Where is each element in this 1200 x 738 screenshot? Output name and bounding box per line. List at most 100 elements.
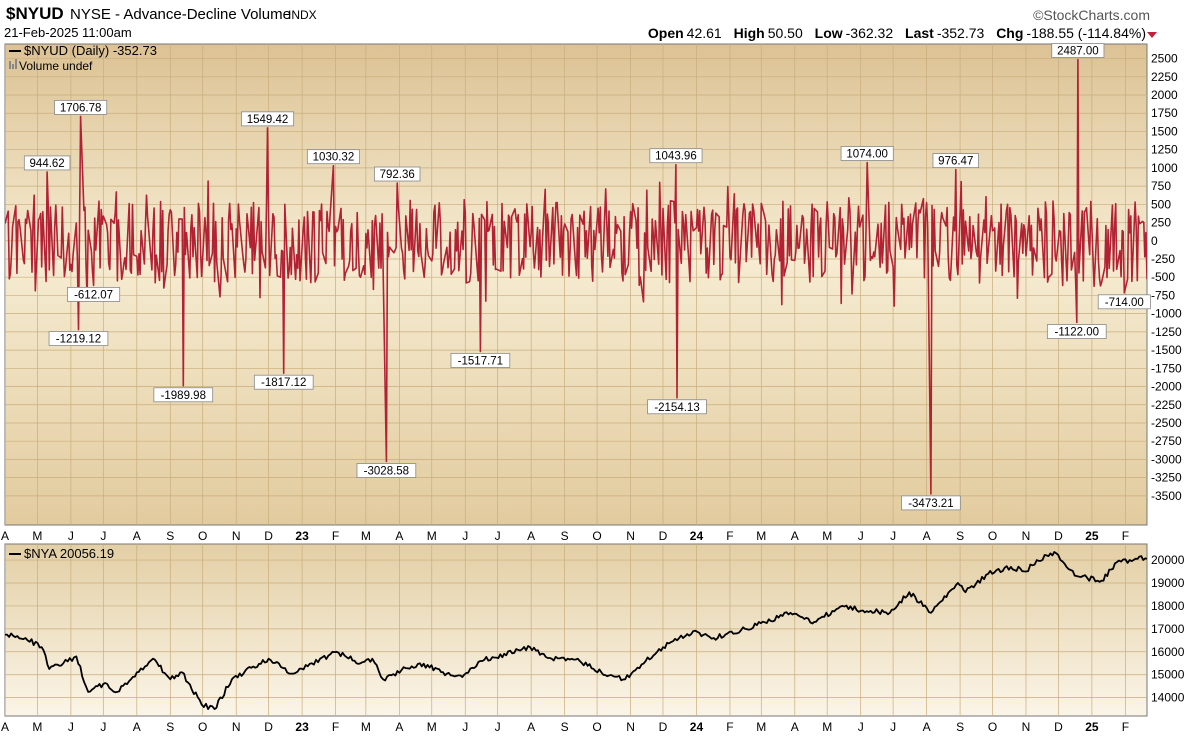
change-label: Chg (996, 25, 1024, 41)
data-label: -714.00 (1105, 297, 1144, 309)
data-label: -1989.98 (161, 390, 206, 402)
x-tick-label: M (361, 720, 371, 734)
y-tick-label: -2250 (1151, 398, 1182, 412)
x-tick-label: A (791, 720, 799, 734)
x-tick-label: M (756, 529, 766, 543)
x-tick-label: J (100, 720, 106, 734)
x-tick-label: J (495, 529, 501, 543)
x-tick-label: O (198, 529, 207, 543)
x-tick-label: D (659, 529, 668, 543)
x-tick-label: F (332, 720, 339, 734)
x-tick-label: 25 (1085, 720, 1099, 734)
data-label-box (356, 463, 417, 478)
brand-watermark: ©StockCharts.com (1033, 7, 1150, 23)
x-tick-label: J (68, 529, 74, 543)
y-tick-label: 17000 (1151, 622, 1185, 636)
x-tick-label: S (956, 529, 964, 543)
x-tick-label: M (32, 529, 42, 543)
data-label-box (901, 495, 961, 511)
x-tick-label: M (32, 720, 42, 734)
y-tick-label: -750 (1151, 288, 1175, 302)
data-label: -1122.00 (1054, 327, 1099, 339)
x-tick-label: M (361, 529, 371, 543)
data-label-box (373, 166, 421, 182)
data-label: 1549.42 (247, 114, 289, 126)
quote-line: Open 42.61 High 50.50 Low -362.32 Last -352.… (640, 25, 1146, 41)
x-tick-label: S (956, 720, 964, 734)
open-label: Open (647, 25, 684, 41)
x-tick-label: O (988, 720, 997, 734)
x-tick-label: F (1122, 720, 1129, 734)
lower-panel-title: $NYA 20056.19 (24, 546, 114, 561)
quote-date: 21-Feb-2025 11:00am (4, 25, 132, 40)
x-tick-label: A (791, 529, 799, 543)
low-value: -362.32 (845, 25, 894, 41)
data-label: -2154.13 (654, 402, 699, 414)
y-tick-label: 15000 (1151, 668, 1185, 682)
y-tick-label: 1250 (1151, 143, 1178, 157)
data-label-box (48, 331, 109, 347)
data-label-box (54, 99, 108, 115)
x-tick-label: 23 (295, 720, 309, 734)
y-tick-label: 20000 (1151, 553, 1185, 567)
y-tick-label: -3500 (1151, 489, 1182, 503)
x-tick-label: J (462, 720, 468, 734)
y-tick-label: 1000 (1151, 161, 1178, 175)
x-tick-label: F (726, 720, 733, 734)
high-label: High (733, 25, 765, 41)
data-label-box (23, 155, 71, 171)
x-tick-label: J (858, 720, 864, 734)
data-label: 1706.78 (60, 102, 102, 114)
x-tick-label: 25 (1085, 529, 1099, 543)
x-tick-label: D (1054, 529, 1063, 543)
x-tick-label: A (923, 720, 931, 734)
symbol-name: NYSE - Advance-Decline Volume (70, 6, 291, 23)
x-tick-label: O (592, 720, 601, 734)
series-line-nya (5, 551, 1147, 710)
x-tick-label: 24 (690, 720, 704, 734)
x-tick-label: M (822, 529, 832, 543)
volume-icon (9, 61, 11, 69)
y-tick-label: 2250 (1151, 70, 1178, 84)
series-line-nyud (5, 58, 1147, 495)
x-tick-label: M (756, 720, 766, 734)
x-tick-label: J (68, 720, 74, 734)
data-label: 1043.96 (655, 151, 697, 163)
data-label: -1517.71 (458, 355, 503, 367)
x-tick-label: M (822, 720, 832, 734)
upper-panel-title: $NYUD (Daily) -352.73 (24, 43, 157, 58)
x-tick-label: D (659, 720, 668, 734)
data-label-box (1046, 324, 1107, 339)
exchange: INDX (288, 8, 317, 22)
open-value: 42.61 (686, 25, 722, 41)
x-tick-label: A (395, 720, 403, 734)
y-tick-label: -1250 (1151, 325, 1182, 339)
symbol: $NYUD (6, 4, 64, 23)
data-label-box (840, 146, 894, 161)
y-tick-label: 500 (1151, 197, 1171, 211)
x-tick-label: N (232, 529, 241, 543)
data-label-box (241, 111, 295, 127)
y-tick-label: -3250 (1151, 471, 1182, 485)
volume-label: Volume undef (19, 59, 93, 73)
data-label: 944.62 (30, 158, 65, 170)
x-tick-label: S (561, 720, 569, 734)
chart-header: $NYUD NYSE - Advance-Decline Volume INDX… (0, 0, 1200, 42)
data-label: -1219.12 (56, 334, 101, 346)
data-label: -612.07 (74, 289, 113, 301)
x-tick-label: F (726, 529, 733, 543)
x-tick-label: J (890, 720, 896, 734)
x-tick-label: N (232, 720, 241, 734)
x-tick-label: N (626, 720, 635, 734)
x-tick-label: A (1, 720, 9, 734)
data-label-box (306, 149, 360, 165)
x-tick-label: A (527, 720, 535, 734)
y-tick-label: -2750 (1151, 434, 1182, 448)
x-tick-label: J (462, 529, 468, 543)
data-label-box (932, 153, 979, 169)
down-arrow-icon (1147, 32, 1157, 38)
y-tick-label: -1000 (1151, 307, 1182, 321)
x-tick-label: J (890, 529, 896, 543)
y-tick-label: 19000 (1151, 576, 1185, 590)
x-tick-label: A (133, 720, 141, 734)
